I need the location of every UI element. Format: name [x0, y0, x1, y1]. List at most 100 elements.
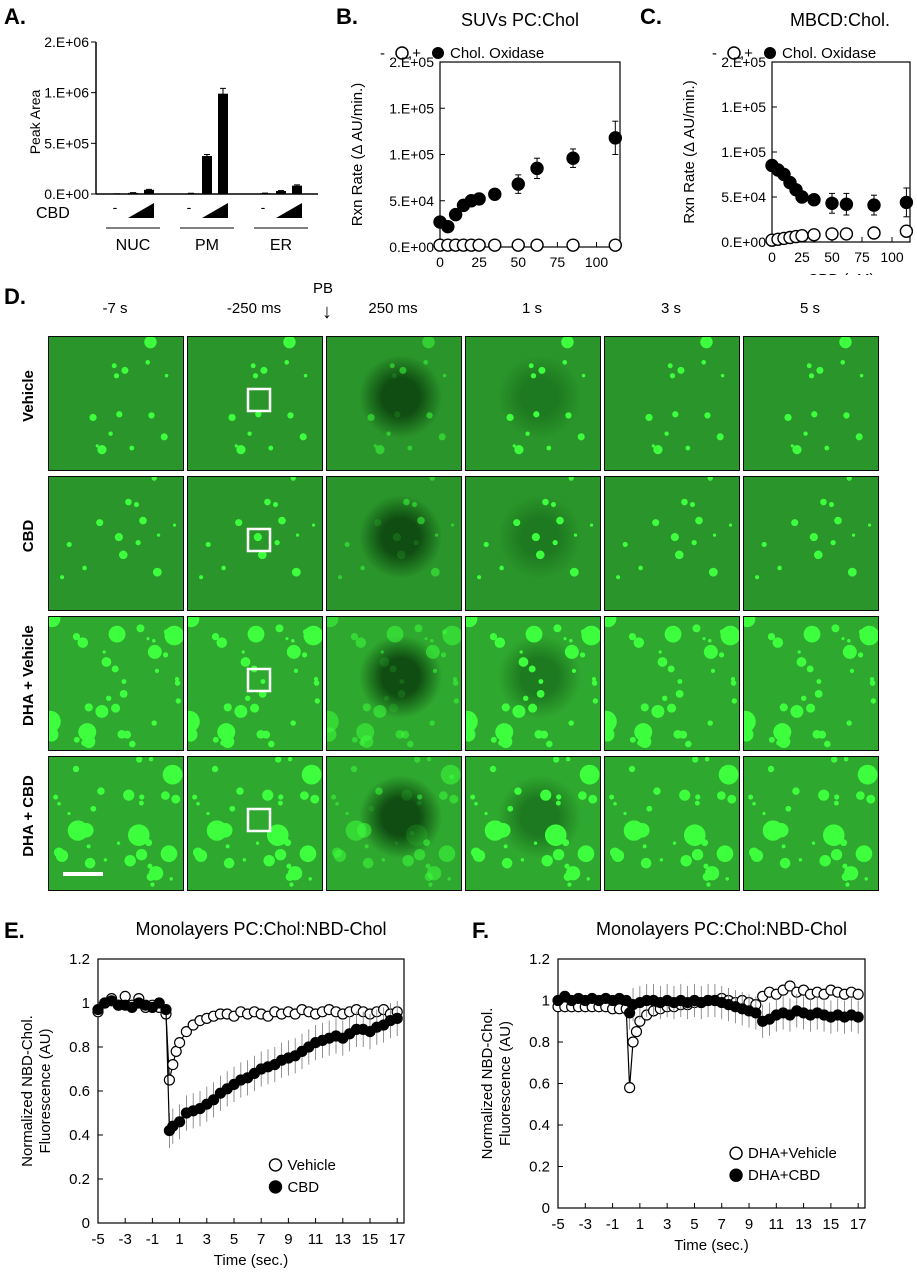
fluorescent-spot: [381, 858, 386, 862]
fluorescent-spot: [653, 445, 663, 455]
fluorescent-spot: [73, 736, 80, 743]
fluorescent-spot: [561, 337, 574, 349]
fluorescent-spot: [553, 757, 560, 763]
fluorescent-spot: [409, 830, 415, 836]
bar: [276, 190, 286, 194]
fluorescent-spot: [531, 532, 540, 542]
fluorescent-spot: [417, 516, 425, 525]
y-tick-label: 5.E+04: [721, 189, 766, 205]
y-tick-label: 1.E+05: [389, 147, 434, 163]
y-axis-label-line1: Normalized NBD-Chol.: [479, 1008, 496, 1160]
fluorescent-spot: [779, 857, 791, 869]
fluorescent-spot: [399, 679, 405, 684]
fluorescent-spot: [453, 698, 460, 704]
y-tick-label: 0.2: [529, 1159, 550, 1176]
fluorescent-spot: [767, 633, 776, 641]
fluorescent-spot: [221, 565, 226, 571]
fluorescent-spot: [286, 644, 301, 659]
filled-point: [608, 131, 623, 145]
filled-point: [208, 1094, 220, 1106]
y-axis-label-line2: Fluorescence (AU): [37, 1028, 54, 1153]
fluorescent-spot: [367, 413, 375, 422]
fluorescent-spot: [439, 791, 448, 800]
fluorescent-spot: [548, 830, 554, 836]
fluorescent-spot: [847, 567, 857, 577]
fluorescent-spot: [394, 411, 401, 418]
fluorescent-spot: [310, 774, 316, 780]
fluorescent-spot: [413, 849, 426, 861]
fluorescent-spot: [846, 720, 852, 726]
fluorescent-spot: [146, 637, 150, 641]
fluorescent-spot: [148, 412, 155, 419]
filled-point: [391, 1012, 403, 1025]
fluorescent-spot: [727, 774, 733, 780]
x-tick-label: 15: [362, 1231, 379, 1248]
fluorescent-spot: [285, 637, 289, 641]
fluorescent-spot: [819, 854, 831, 867]
fluorescent-spot: [707, 720, 713, 726]
fluorescent-spot: [391, 373, 398, 379]
fluorescent-spot: [525, 625, 543, 643]
x-tick-label: 9: [284, 1231, 292, 1248]
y-tick-label: 0.E+00: [721, 234, 766, 250]
fluorescent-spot: [638, 565, 643, 571]
fluorescent-spot: [223, 703, 232, 712]
fluorescent-spot: [417, 794, 423, 800]
fluorescent-spot: [629, 736, 636, 743]
fluorescent-spot: [851, 533, 856, 537]
fluorescent-spot: [345, 811, 349, 816]
fluorescent-spot: [843, 412, 850, 419]
x-tick-label: 7: [257, 1231, 265, 1248]
fluorescent-spot: [824, 445, 830, 451]
fluorescent-spot: [113, 373, 120, 379]
bleach-roi-box: [246, 387, 272, 413]
x-tick-label: 50: [824, 249, 840, 265]
fluorescent-spot: [49, 727, 59, 742]
fluorescent-spot: [809, 532, 818, 542]
chart-e: Monolayers PC:Chol:NBD-Chol 0 0.2 0.4 0.6 0.8…: [19, 919, 406, 1269]
fluorescent-spot: [798, 858, 803, 862]
fluorescent-spot: [790, 704, 804, 718]
fluorescent-spot: [651, 704, 665, 718]
panel-letter-e: E.: [4, 918, 25, 943]
fluorescent-spot: [147, 863, 153, 869]
fluorescent-spot: [314, 698, 321, 704]
fluorescent-spot: [814, 689, 823, 698]
fluorescent-spot: [53, 794, 59, 800]
fluorescent-spot: [466, 727, 476, 742]
fluorescent-spot: [685, 740, 692, 748]
open-point: [627, 1036, 639, 1048]
fluorescent-spot: [396, 550, 406, 560]
fluorescent-spot: [161, 791, 170, 800]
filled-point: [839, 197, 854, 211]
fluorescent-spot: [605, 617, 617, 628]
fluorescent-spot: [242, 858, 247, 862]
fluorescent-spot: [234, 704, 248, 718]
fluorescent-spot: [640, 857, 652, 869]
fluorescent-spot: [579, 652, 586, 658]
fluorescent-spot: [303, 373, 308, 378]
fluorescent-spot: [691, 849, 704, 861]
fluorescent-spot: [163, 629, 170, 635]
fluorescent-spot: [152, 567, 162, 577]
fluorescent-spot: [573, 533, 578, 537]
fluorescent-spot: [414, 624, 423, 633]
micrograph-tile: [604, 756, 740, 891]
y-tick-label: 0: [542, 1200, 550, 1217]
fluorescent-spot: [171, 794, 181, 804]
legend-filled-marker: [432, 47, 444, 59]
fluorescent-spot: [327, 710, 339, 733]
fluorescent-spot: [150, 882, 155, 887]
x-tick-label: 25: [794, 249, 810, 265]
fluorescent-spot: [855, 845, 873, 863]
fluorescent-spot: [84, 857, 96, 869]
fluorescent-spot: [356, 822, 372, 838]
micrograph-tile: [604, 336, 740, 471]
fluorescent-spot: [470, 794, 476, 800]
fluorescent-spot: [223, 857, 235, 869]
fluorescent-spot: [192, 794, 198, 800]
fluorescent-spot: [78, 822, 94, 838]
fluorescent-spot: [703, 863, 709, 869]
filled-point: [511, 177, 525, 191]
fluorescent-spot: [525, 431, 530, 436]
